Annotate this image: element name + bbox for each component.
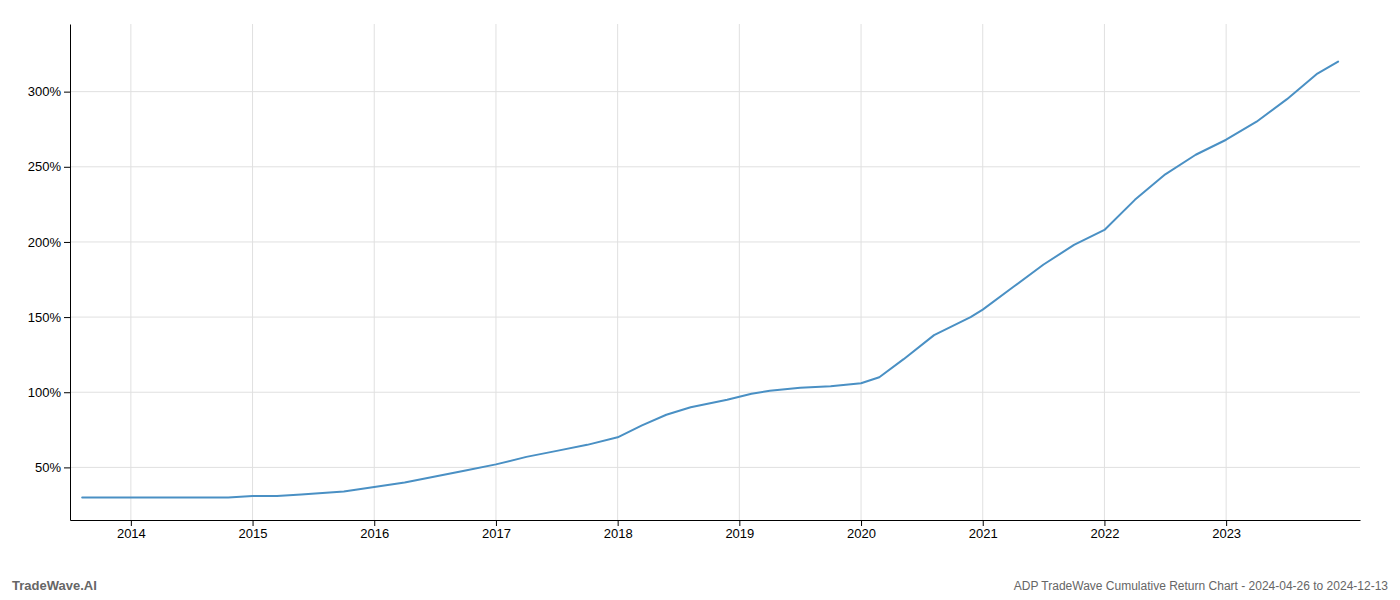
y-axis: 50% 100% 150% 200% 250% 300% — [28, 25, 71, 521]
y-tick: 100% — [28, 385, 70, 400]
y-grid-line — [70, 91, 1360, 92]
x-tick-label: 2020 — [847, 526, 876, 541]
y-tick-mark — [64, 92, 70, 93]
x-tick: 2014 — [117, 520, 146, 541]
x-tick: 2017 — [482, 520, 511, 541]
y-tick-label: 250% — [28, 159, 62, 174]
x-tick-label: 2017 — [482, 526, 511, 541]
y-grid-line — [70, 241, 1360, 242]
y-axis-line — [70, 25, 71, 521]
plot-area: 2014 2015 2016 2017 2018 2019 2020 2021 2022 2023… — [28, 24, 1361, 541]
x-grid-line — [252, 24, 253, 520]
texts: TradeWave.AI ADP TradeWave Cumulative Ret… — [12, 578, 1388, 593]
grid — [70, 24, 1360, 520]
x-grid-line — [374, 24, 375, 520]
y-tick-mark — [64, 242, 70, 243]
x-tick-mark — [1104, 520, 1105, 526]
x-tick-label: 2018 — [604, 526, 633, 541]
x-grid-line — [495, 24, 496, 520]
x-tick: 2022 — [1090, 520, 1119, 541]
y-tick-mark — [64, 467, 70, 468]
series — [82, 62, 1338, 498]
watermark: TradeWave.AI — [12, 578, 97, 593]
y-grid-line — [70, 317, 1360, 318]
y-tick: 150% — [28, 310, 70, 325]
y-tick-label: 200% — [28, 235, 62, 250]
x-tick: 2016 — [360, 520, 389, 541]
data-line — [82, 62, 1338, 498]
chart-svg: 2014 2015 2016 2017 2018 2019 2020 2021 2022 2023… — [0, 0, 1400, 600]
x-tick: 2015 — [239, 520, 268, 541]
x-tick-label: 2021 — [969, 526, 998, 541]
chart-container: 2014 2015 2016 2017 2018 2019 2020 2021 2022 2023… — [0, 0, 1400, 600]
y-grid-line — [70, 467, 1360, 468]
x-tick: 2019 — [725, 520, 754, 541]
x-tick-mark — [131, 520, 132, 526]
x-tick: 2023 — [1212, 520, 1241, 541]
x-tick-label: 2016 — [360, 526, 389, 541]
y-tick-mark — [64, 317, 70, 318]
x-tick-mark — [253, 520, 254, 526]
x-tick-label: 2023 — [1212, 526, 1241, 541]
x-tick-mark — [861, 520, 862, 526]
y-tick-label: 100% — [28, 385, 62, 400]
x-tick-label: 2014 — [117, 526, 146, 541]
y-grid-line — [70, 392, 1360, 393]
x-axis-line — [71, 520, 1361, 521]
x-axis: 2014 2015 2016 2017 2018 2019 2020 2021 2022 2023 — [71, 520, 1361, 541]
y-tick-label: 50% — [35, 460, 61, 475]
x-grid-line — [130, 24, 131, 520]
y-grid-line — [70, 166, 1360, 167]
x-tick-label: 2015 — [239, 526, 268, 541]
x-tick: 2020 — [847, 520, 876, 541]
y-tick-mark — [64, 167, 70, 168]
x-tick-mark — [496, 520, 497, 526]
x-grid-line — [1104, 24, 1105, 520]
y-tick: 250% — [28, 159, 70, 174]
y-tick-mark — [64, 392, 70, 393]
x-grid-line — [739, 24, 740, 520]
y-tick-label: 150% — [28, 310, 62, 325]
x-tick-mark — [739, 520, 740, 526]
y-tick: 50% — [35, 460, 70, 475]
x-tick-label: 2019 — [725, 526, 754, 541]
chart-title: ADP TradeWave Cumulative Return Chart - … — [1014, 579, 1389, 593]
x-tick-mark — [374, 520, 375, 526]
x-tick-mark — [1226, 520, 1227, 526]
y-tick-label: 300% — [28, 84, 62, 99]
y-tick: 300% — [28, 84, 70, 99]
x-tick: 2021 — [969, 520, 998, 541]
x-tick-mark — [983, 520, 984, 526]
x-grid-line — [1226, 24, 1227, 520]
x-grid-line — [861, 24, 862, 520]
x-tick: 2018 — [604, 520, 633, 541]
x-tick-label: 2022 — [1090, 526, 1119, 541]
x-tick-mark — [618, 520, 619, 526]
x-grid-line — [982, 24, 983, 520]
x-grid-line — [617, 24, 618, 520]
y-tick: 200% — [28, 235, 70, 250]
